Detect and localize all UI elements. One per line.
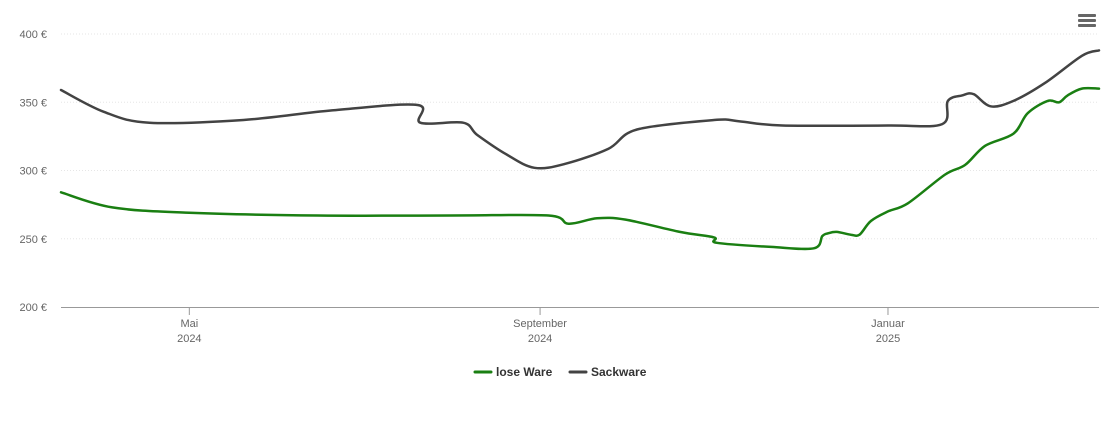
- x-tick-year-label: 2025: [876, 333, 900, 345]
- legend-item-lose-ware[interactable]: lose Ware: [473, 365, 553, 379]
- x-tick-label: September: [513, 318, 567, 330]
- menu-bar: [1078, 24, 1096, 27]
- legend-label: lose Ware: [496, 365, 553, 379]
- y-axis: 200 € 250 € 300 € 350 € 400 €: [19, 29, 47, 314]
- series-line-sackware[interactable]: [59, 49, 1101, 170]
- y-tick-label: 350 €: [19, 97, 47, 109]
- legend-item-sackware[interactable]: Sackware: [568, 365, 647, 379]
- legend-label: Sackware: [591, 365, 647, 379]
- legend: lose Ware Sackware: [473, 365, 647, 379]
- y-tick-label: 200 €: [19, 302, 47, 314]
- y-tick-label: 400 €: [19, 29, 47, 41]
- x-tick-label: Januar: [871, 318, 905, 330]
- plot-area: [59, 49, 1101, 251]
- menu-bar: [1078, 14, 1096, 17]
- x-tick-year-label: 2024: [528, 333, 552, 345]
- x-axis: Mai 2024 September 2024 Januar 2025: [61, 307, 1099, 345]
- series-line-lose-ware[interactable]: [59, 86, 1101, 251]
- y-tick-label: 250 €: [19, 234, 47, 246]
- menu-bar: [1078, 19, 1096, 22]
- x-tick-label: Mai: [180, 318, 198, 330]
- grid-lines: [61, 33, 1099, 240]
- x-tick-year-label: 2024: [177, 333, 201, 345]
- y-tick-label: 300 €: [19, 166, 47, 178]
- hamburger-menu-icon[interactable]: [1076, 12, 1098, 32]
